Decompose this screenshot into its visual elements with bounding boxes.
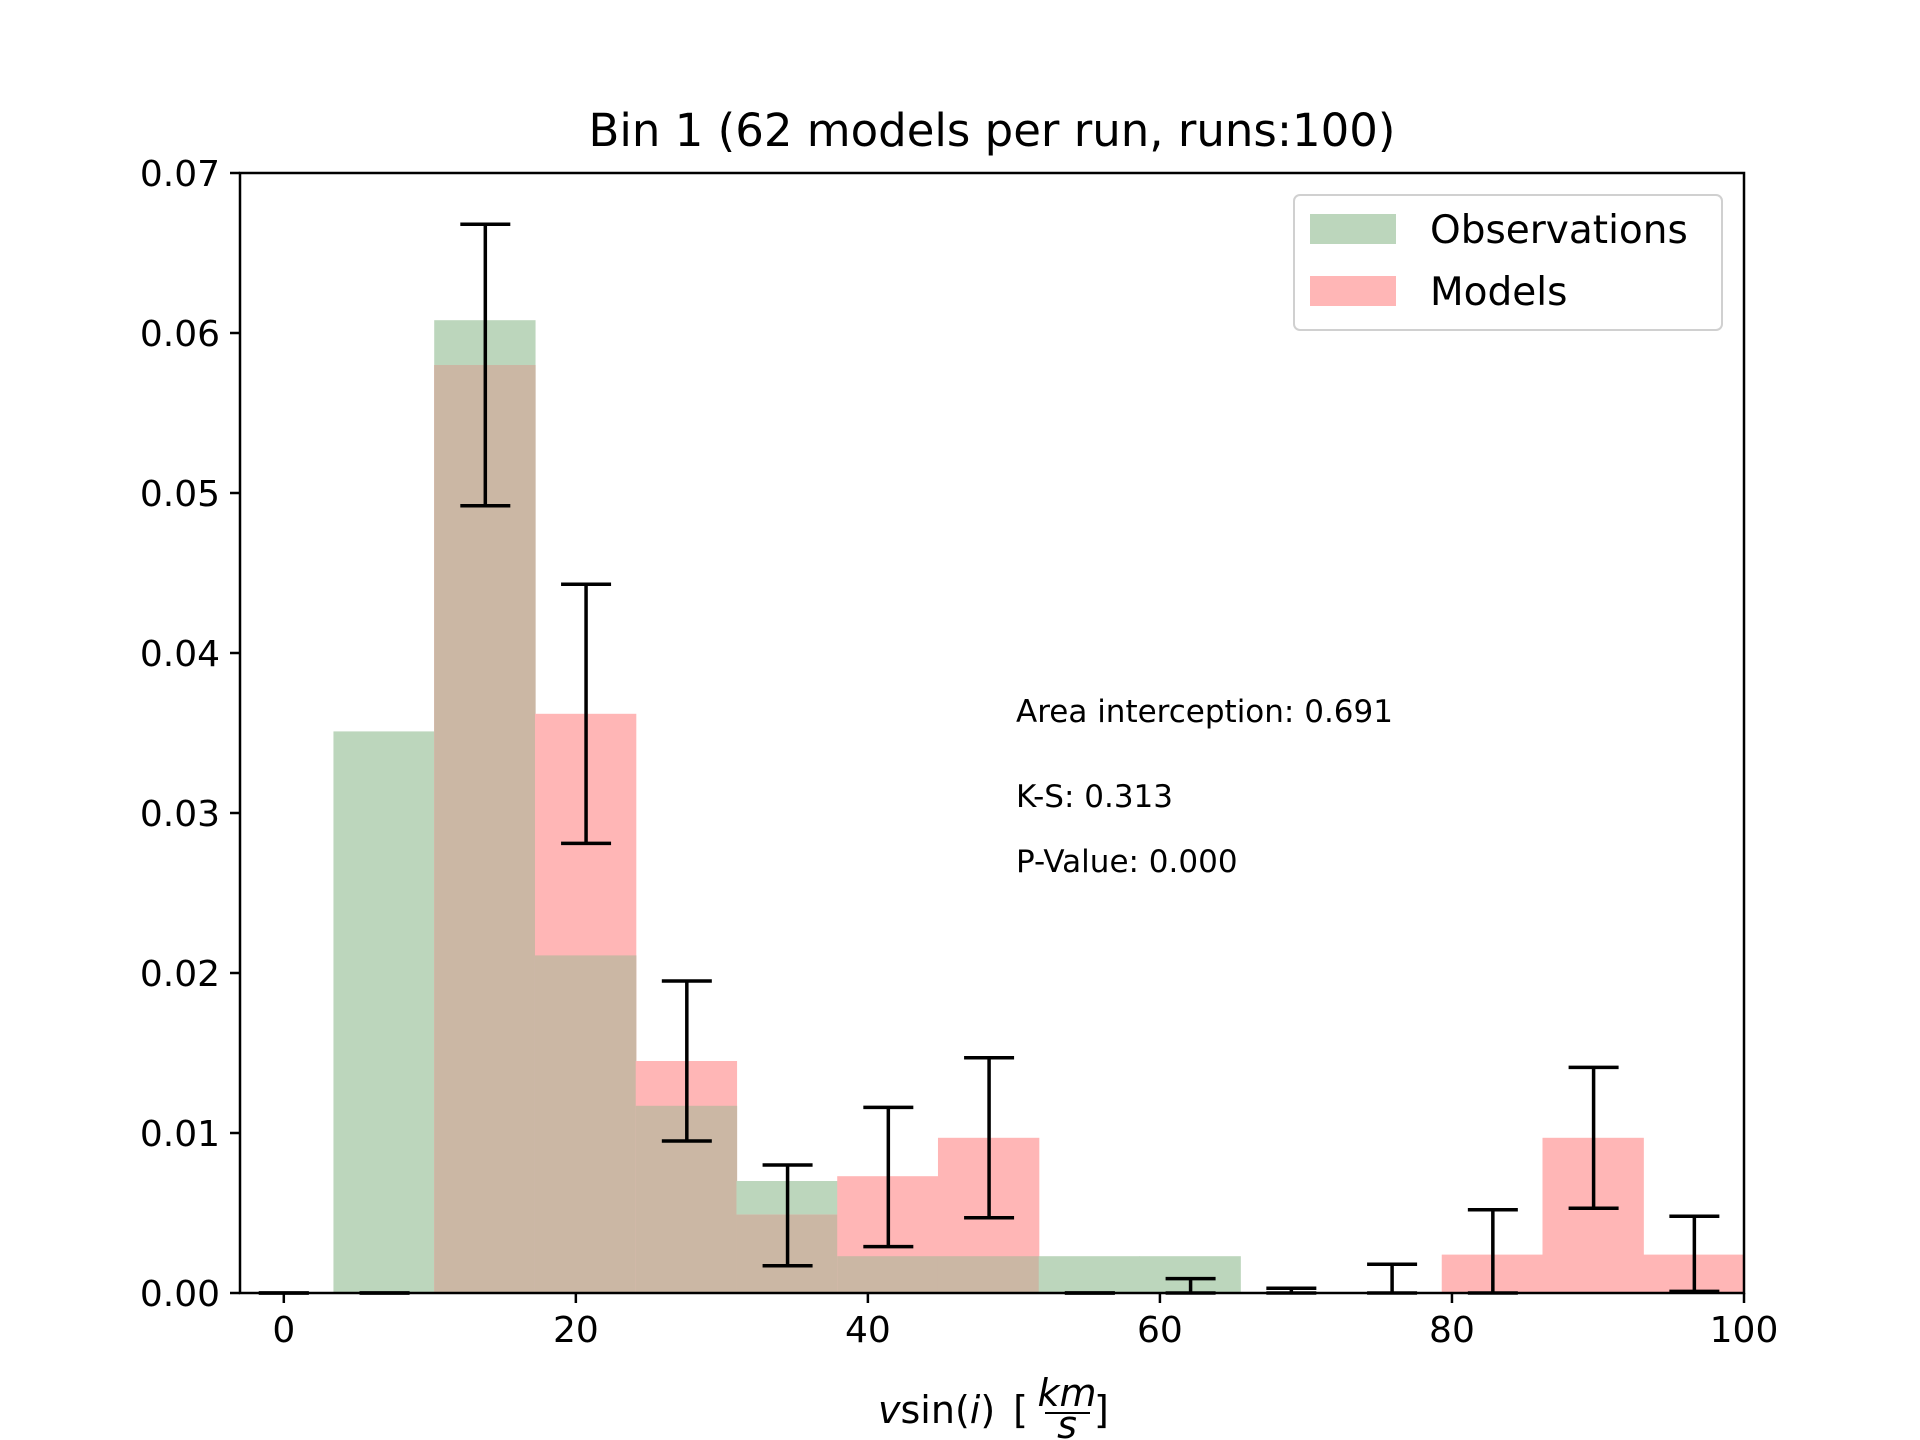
- error-bar-8: [964, 1056, 1015, 1220]
- x-tick-label-100: 100: [1710, 1310, 1779, 1351]
- y-tick-label-1: 0.01: [140, 1114, 220, 1155]
- x-tick-label-40: 40: [845, 1310, 891, 1351]
- y-tick-label-3: 0.03: [140, 794, 220, 835]
- x-tick-label-0: 0: [272, 1310, 295, 1351]
- overlap-bar-7: [837, 1256, 939, 1293]
- chart-title: Bin 1 (62 models per run, runs:100): [589, 104, 1396, 157]
- x-axis-label: vsin(i) [: [878, 1388, 1028, 1432]
- x-tick-label-20: 20: [553, 1310, 599, 1351]
- x-tick-label-60: 60: [1137, 1310, 1183, 1351]
- x-tick-label-80: 80: [1429, 1310, 1475, 1351]
- overlap-bar-8: [937, 1256, 1040, 1293]
- legend-swatch-models: [1310, 276, 1396, 306]
- y-tick-label-7: 0.07: [140, 154, 220, 195]
- x-axis-label-close: ): [980, 1388, 995, 1432]
- x-axis-label-rbracket: ]: [1094, 1388, 1109, 1432]
- x-axis-unit-numerator: km: [1037, 1371, 1096, 1415]
- y-tick-label-6: 0.06: [140, 314, 220, 355]
- error-bar-15: [1669, 1214, 1720, 1294]
- annotation-area-interception: Area interception: 0.691: [1016, 694, 1393, 730]
- axes: 0 20 40 60 80 100 0.00 0.01 0.02 0.03 0.04 0.05 0.06…: [140, 154, 1779, 1351]
- error-bar-6: [762, 1163, 813, 1268]
- error-bar-7: [863, 1105, 914, 1249]
- error-bar-14: [1568, 1065, 1619, 1210]
- plot-area: [333, 320, 1744, 1293]
- error-bar-4: [561, 582, 612, 846]
- legend-box: [1293, 194, 1723, 331]
- y-tick-label-0: 0.00: [140, 1274, 220, 1315]
- legend-label-observations: Observations: [1430, 208, 1688, 253]
- overlap-bar-3: [434, 365, 536, 1293]
- error-bar-5: [661, 979, 712, 1143]
- observations-bar-2: [333, 731, 435, 1293]
- x-axis-label-sin: sin(: [901, 1388, 970, 1432]
- legend: Observations Models: [1293, 194, 1723, 331]
- annotation-group: Area interception: 0.691 K-S: 0.313 P-Va…: [1016, 694, 1393, 880]
- legend-label-models: Models: [1430, 270, 1567, 315]
- error-bar-3: [460, 222, 511, 508]
- y-tick-label-4: 0.04: [140, 634, 220, 675]
- y-tick-label-2: 0.02: [140, 954, 220, 995]
- y-tick-label-5: 0.05: [140, 474, 220, 515]
- annotation-p-value: P-Value: 0.000: [1016, 844, 1238, 880]
- x-axis-label-v: v: [878, 1388, 901, 1432]
- plot-frame: [238, 171, 1746, 1295]
- legend-swatch-observations: [1310, 214, 1396, 244]
- annotation-ks: K-S: 0.313: [1016, 779, 1173, 815]
- observations-bar-9: [1038, 1256, 1141, 1293]
- bar-group: [333, 320, 1744, 1293]
- x-axis-unit-denominator: s: [1057, 1403, 1077, 1440]
- overlap-bar-4: [534, 955, 637, 1293]
- x-axis-label-lbracket: [: [1013, 1388, 1028, 1432]
- x-axis-label-i: i: [970, 1388, 981, 1432]
